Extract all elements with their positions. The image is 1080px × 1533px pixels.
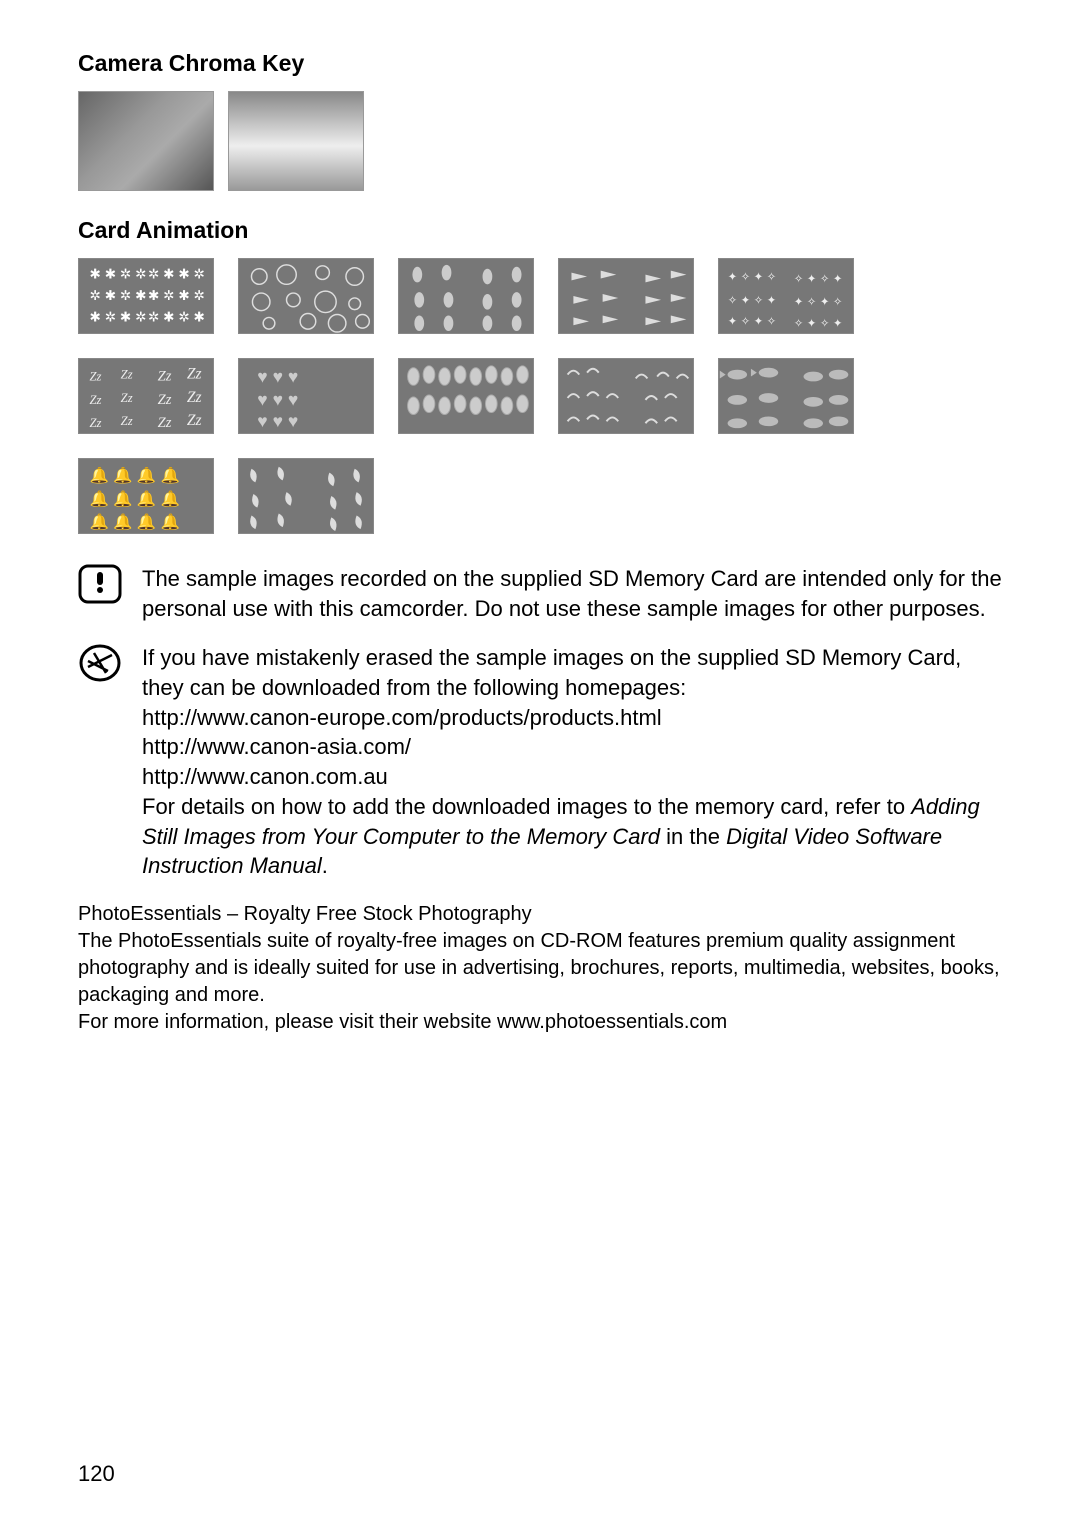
svg-text:✦ ✧ ✦ ✧: ✦ ✧ ✦ ✧ [794, 296, 843, 309]
info-tail-mid: in the [660, 824, 726, 849]
svg-text:Zz: Zz [90, 393, 102, 407]
svg-text:✱ ✲ ✱ ✲: ✱ ✲ ✱ ✲ [90, 309, 147, 324]
footer-more: For more information, please visit their… [78, 1009, 1002, 1036]
svg-text:Zz: Zz [187, 412, 202, 429]
svg-text:🔔 🔔 🔔 🔔: 🔔 🔔 🔔 🔔 [90, 513, 180, 531]
heading-chroma: Camera Chroma Key [78, 50, 1002, 77]
anim-thumb-sparkles: ✦ ✧ ✦ ✧ ✧ ✦ ✧ ✦ ✧ ✦ ✧ ✦ ✦ ✧ ✦ ✧ ✦ ✧ ✦ ✧ ✧ ✦ ✧… [718, 258, 854, 334]
svg-text:Zz: Zz [121, 414, 133, 428]
info-tail-pre: For details on how to add the downloaded… [142, 794, 911, 819]
info-url: http://www.canon-asia.com/ [142, 734, 411, 759]
anim-thumb-sleep-z: Zz Zz Zz Zz Zz Zz Zz Zz Zz Zz Zz Zz [78, 358, 214, 434]
svg-text:✲ ✱ ✲ ✱: ✲ ✱ ✲ ✱ [90, 288, 147, 303]
anim-thumb-bells: 🔔 🔔 🔔 🔔 🔔 🔔 🔔 🔔 🔔 🔔 🔔 🔔 [78, 458, 214, 534]
svg-text:🔔 🔔 🔔 🔔: 🔔 🔔 🔔 🔔 [90, 490, 180, 508]
svg-text:✧ ✦ ✧ ✦: ✧ ✦ ✧ ✦ [728, 294, 777, 307]
footer-body: The PhotoEssentials suite of royalty-fre… [78, 928, 1002, 1009]
warning-text: The sample images recorded on the suppli… [142, 564, 1002, 623]
chroma-thumb [228, 91, 364, 191]
svg-text:Zz: Zz [158, 392, 172, 408]
svg-text:✱ ✲ ✱ ✲: ✱ ✲ ✱ ✲ [148, 288, 205, 303]
chroma-thumb-row [78, 91, 1002, 191]
chroma-thumb [78, 91, 214, 191]
svg-text:✲ ✱ ✲ ✱: ✲ ✱ ✲ ✱ [148, 309, 205, 324]
info-url: http://www.canon.com.au [142, 764, 388, 789]
svg-text:Zz: Zz [90, 369, 102, 383]
svg-text:Zz: Zz [158, 415, 172, 431]
anim-thumb-snowflakes: ✱ ✱ ✲ ✲✲ ✱ ✱ ✲✲ ✱ ✲ ✱✱ ✲ ✱ ✲✱ ✲ ✱ ✲✲ ✱ ✲… [78, 258, 214, 334]
footer-block: PhotoEssentials – Royalty Free Stock Pho… [78, 901, 1002, 1036]
info-text: If you have mistakenly erased the sample… [142, 643, 1002, 881]
anim-thumb-leaves [398, 258, 534, 334]
anim-thumb-bubbles [238, 258, 374, 334]
info-icon [78, 643, 122, 683]
anim-thumb-balloons [398, 358, 534, 434]
svg-text:Zz: Zz [90, 416, 102, 430]
svg-text:🔔 🔔 🔔 🔔: 🔔 🔔 🔔 🔔 [90, 466, 180, 484]
anim-thumb-hearts: ♥ ♥ ♥ ♥ ♥ ♥♥ ♥ ♥ [238, 358, 374, 434]
svg-text:Zz: Zz [158, 368, 172, 384]
svg-text:Zz: Zz [121, 391, 133, 405]
svg-text:✦ ✧ ✦ ✧: ✦ ✧ ✦ ✧ [728, 315, 777, 328]
svg-text:Zz: Zz [187, 365, 202, 382]
heading-anim: Card Animation [78, 217, 1002, 244]
anim-thumb-grid: ✱ ✱ ✲ ✲✲ ✱ ✱ ✲✲ ✱ ✲ ✱✱ ✲ ✱ ✲✱ ✲ ✱ ✲✲ ✱ ✲… [78, 258, 1002, 534]
svg-text:✦ ✧ ✦ ✧: ✦ ✧ ✦ ✧ [728, 270, 777, 283]
svg-text:Zz: Zz [121, 367, 133, 381]
warning-icon [78, 564, 122, 604]
svg-text:✧ ✦ ✧ ✦: ✧ ✦ ✧ ✦ [794, 272, 843, 285]
info-url: http://www.canon-europe.com/products/pro… [142, 705, 662, 730]
footer-title: PhotoEssentials – Royalty Free Stock Pho… [78, 901, 1002, 928]
svg-text:♥ ♥ ♥: ♥ ♥ ♥ [257, 390, 298, 410]
svg-text:Zz: Zz [187, 389, 202, 406]
svg-text:✧ ✦ ✧ ✦: ✧ ✦ ✧ ✦ [794, 317, 843, 330]
svg-text:✲ ✱ ✱ ✲: ✲ ✱ ✱ ✲ [148, 266, 205, 281]
warning-note: The sample images recorded on the suppli… [78, 564, 1002, 623]
anim-thumb-feathers [238, 458, 374, 534]
svg-text:♥ ♥ ♥: ♥ ♥ ♥ [257, 366, 298, 386]
info-lead: If you have mistakenly erased the sample… [142, 645, 961, 700]
page-number: 120 [78, 1461, 115, 1487]
svg-text:✱ ✱ ✲ ✲: ✱ ✱ ✲ ✲ [90, 266, 147, 281]
anim-thumb-fish [718, 358, 854, 434]
info-tail-end: . [322, 853, 328, 878]
info-note: If you have mistakenly erased the sample… [78, 643, 1002, 881]
svg-text:♥ ♥ ♥: ♥ ♥ ♥ [257, 411, 298, 431]
anim-thumb-birds [558, 358, 694, 434]
anim-thumb-planes [558, 258, 694, 334]
